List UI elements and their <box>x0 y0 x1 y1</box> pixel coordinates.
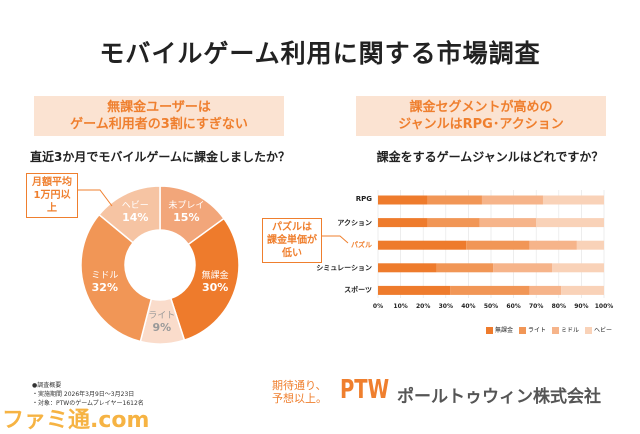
slice-name: 未プレイ <box>168 201 205 212</box>
legend-item: 無課金 <box>486 325 513 334</box>
x-tick-label: 0% <box>372 303 384 310</box>
bar-segment <box>378 195 428 205</box>
slice-value: 15% <box>173 211 200 225</box>
heavy-callout: 月額平均 1万円以上 <box>26 173 78 218</box>
footnote: ●調査概要 ・実施期間 2026年3月9日～3月23日 ・対象：PTWのゲームプ… <box>32 381 144 408</box>
bar-segment <box>479 218 537 228</box>
puzzle-callout-line1: パズルは <box>272 222 312 233</box>
slice-name: ヘビー <box>121 200 149 211</box>
legend-swatch <box>552 327 560 334</box>
bar-segment <box>378 218 428 228</box>
bar-legend: 無課金 ライト ミドル ヘビー <box>486 325 612 334</box>
donut-label: ヘビー 14% <box>115 200 155 224</box>
y-category-label: シミュレーション <box>316 263 372 272</box>
right-headline: 課金セグメントが高めの ジャンルはRPG･アクション <box>356 96 606 136</box>
footnote-period: ・実施期間 2026年3月9日～3月23日 <box>32 391 135 398</box>
legend-item: ライト <box>519 325 546 334</box>
x-tick-label: 40% <box>461 303 476 310</box>
company-name: ポールトゥウィン株式会社 <box>397 387 601 407</box>
x-tick-label: 90% <box>574 303 589 310</box>
bar-segment <box>466 240 530 250</box>
page-title: モバイルゲーム利用に関する市場調査 <box>99 39 541 68</box>
legend-item: ヘビー <box>585 325 612 334</box>
bar-segment <box>378 240 467 250</box>
bar-segment <box>481 195 543 205</box>
bar-question: 課金をするゲームジャンルはどれですか？ <box>376 150 604 164</box>
donut-label: ライト 9% <box>142 310 182 334</box>
donut-slice-1 <box>169 217 240 342</box>
x-tick-label: 70% <box>529 303 544 310</box>
pie-question: 直近3か月でモバイルゲームに課金しましたか？ <box>30 150 290 164</box>
puzzle-callout: パズルは課金単価が低い <box>262 218 322 263</box>
left-headline: 無課金ユーザーはゲーム利用者の3割にすぎない <box>34 96 284 136</box>
slice-value: 14% <box>122 210 149 224</box>
logo-tagline: 期待通り、 予想以上。 <box>272 379 327 405</box>
ptw-logo: PTW <box>340 375 390 405</box>
heavy-callout-line1: 月額平均 <box>32 177 72 188</box>
bar-segment <box>378 285 451 295</box>
right-headline-line2: ジャンルはRPG･アクション <box>398 117 564 132</box>
left-headline-line2: ゲーム利用者の3割にすぎない <box>70 117 248 132</box>
donut-slice-4 <box>98 185 161 244</box>
left-headline-line1: 無課金ユーザーは <box>107 100 211 115</box>
right-headline-line1: 課金セグメントが高めの <box>409 100 553 115</box>
watermark-logo: ファミ通.com <box>2 408 150 433</box>
bar-segment <box>493 263 553 273</box>
bar-segment <box>427 195 482 205</box>
y-category-label: RPG <box>355 195 372 203</box>
x-tick-label: 100% <box>594 303 614 310</box>
puzzle-callout-line2: 課金単価が低い <box>267 235 317 259</box>
bar-segment <box>561 285 604 295</box>
callout-leader-heavy <box>78 189 113 207</box>
legend-swatch <box>486 327 493 334</box>
slice-name: ライト <box>148 310 176 321</box>
tagline-line1: 期待通り、 <box>272 379 327 392</box>
bar-segment <box>552 263 604 273</box>
legend-label: ライト <box>528 327 547 334</box>
slice-value: 9% <box>152 320 172 334</box>
donut-chart <box>80 185 240 345</box>
y-category-label: スポーツ <box>344 286 372 295</box>
slice-name: ミドル <box>91 270 119 281</box>
x-tick-label: 30% <box>438 303 453 310</box>
x-tick-label: 80% <box>551 303 566 310</box>
heavy-callout-line2: 1万円以上 <box>33 190 71 214</box>
footnote-heading: ●調査概要 <box>32 382 62 389</box>
bar-segment <box>529 240 577 250</box>
bar-segment <box>427 218 480 228</box>
footnote-target: ・対象：PTWのゲームプレイヤー1612名 <box>32 400 144 407</box>
bar-segment <box>378 263 437 273</box>
x-tick-label: 60% <box>506 303 521 310</box>
legend-item: ミドル <box>552 325 579 334</box>
slice-name: 無課金 <box>201 270 229 281</box>
bar-segment <box>576 240 604 250</box>
donut-label: 未プレイ 15% <box>166 200 206 224</box>
legend-swatch <box>585 327 593 334</box>
donut-label: ミドル 32% <box>85 270 125 294</box>
legend-swatch <box>519 327 527 334</box>
x-tick-label: 10% <box>393 303 408 310</box>
callout-leader-puzzle <box>322 235 349 244</box>
donut-slice-3 <box>80 213 153 343</box>
donut-label: 無課金 30% <box>195 270 235 294</box>
bar-segment <box>536 218 604 228</box>
y-category-label: パズル <box>351 241 372 250</box>
bar-segment <box>450 285 530 295</box>
tagline-line2: 予想以上。 <box>272 392 327 405</box>
y-category-label: アクション <box>337 218 372 227</box>
x-tick-label: 20% <box>416 303 431 310</box>
slice-value: 32% <box>91 280 118 294</box>
slice-value: 30% <box>201 280 229 294</box>
stacked-bar-chart <box>377 190 605 298</box>
bar-segment <box>436 263 494 273</box>
legend-label: ミドル <box>561 327 580 334</box>
bar-segment <box>542 195 604 205</box>
x-tick-label: 50% <box>483 303 499 310</box>
legend-label: 無課金 <box>495 327 514 334</box>
legend-label: ヘビー <box>594 327 613 334</box>
bar-segment <box>529 285 562 295</box>
